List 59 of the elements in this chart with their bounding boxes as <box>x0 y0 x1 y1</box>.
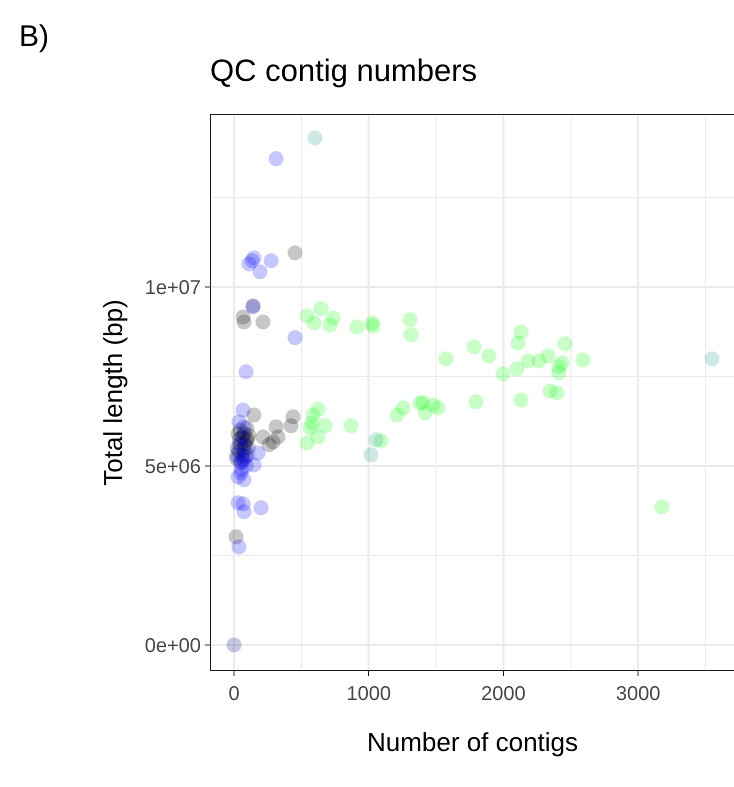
point <box>244 253 260 268</box>
x-tick-label: 2000 <box>481 683 526 706</box>
point <box>253 500 268 516</box>
y-axis-title: Total length (bp) <box>98 299 128 486</box>
point <box>307 130 322 146</box>
point <box>302 420 318 436</box>
point <box>310 429 326 444</box>
point <box>557 336 572 352</box>
point <box>430 400 446 416</box>
point <box>306 316 322 331</box>
point <box>288 245 303 260</box>
point <box>468 394 484 410</box>
point <box>236 504 252 520</box>
point <box>404 327 419 342</box>
point <box>654 500 670 515</box>
x-tick-label: 3000 <box>616 683 660 706</box>
point <box>368 432 384 448</box>
y-tick-label: 1e+07 <box>144 276 201 299</box>
y-tick-label: 0e+00 <box>144 634 201 657</box>
point <box>255 429 270 444</box>
x-axis-title: Number of contigs <box>367 726 578 757</box>
point <box>466 340 482 355</box>
point <box>364 447 379 462</box>
point <box>482 348 496 364</box>
point <box>396 400 411 416</box>
point <box>540 348 556 364</box>
point <box>322 317 338 332</box>
point <box>514 392 529 408</box>
point <box>318 418 333 434</box>
chart-title: QC contig numbers <box>210 52 478 88</box>
x-tick-label: 0 <box>228 683 240 706</box>
point <box>576 352 591 368</box>
point <box>238 364 254 380</box>
point <box>350 319 364 334</box>
point <box>300 435 315 450</box>
point <box>510 361 525 376</box>
point <box>268 151 284 166</box>
point <box>496 366 511 382</box>
point <box>552 365 567 380</box>
point <box>402 312 418 328</box>
point <box>344 418 359 434</box>
point <box>255 314 270 330</box>
point <box>246 408 262 423</box>
point <box>438 351 454 366</box>
point <box>510 336 526 351</box>
point <box>236 314 252 330</box>
point <box>704 351 720 366</box>
point <box>288 330 303 346</box>
x-tick-label: 1000 <box>346 683 391 706</box>
point <box>264 253 279 268</box>
point <box>232 539 247 554</box>
point <box>550 385 565 400</box>
point <box>284 418 299 434</box>
point <box>226 637 242 652</box>
point <box>236 402 251 418</box>
text: B) <box>19 20 49 53</box>
y-tick-label: 5e+06 <box>144 456 201 478</box>
point <box>252 264 268 280</box>
point <box>314 301 329 316</box>
